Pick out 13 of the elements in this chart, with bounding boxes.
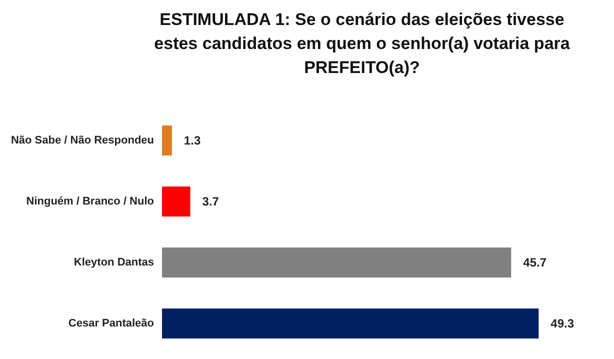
data-label: 45.7 <box>523 256 547 270</box>
data-label: 3.7 <box>202 194 220 208</box>
data-label: 1.3 <box>184 134 201 148</box>
data-label: 49.3 <box>550 316 574 330</box>
chart-title: ESTIMULADA 1: Se o cenário das eleições tivesse estes candidatos em quem o senhor(a) votaria para PREFEITO(a)? <box>153 9 571 79</box>
y-tick-label: Kleyton Dantas <box>74 256 154 268</box>
y-tick-label: Não Sabe / Não Respondeu <box>10 134 154 146</box>
y-tick-label: Cesar Pantaleão <box>68 318 154 330</box>
bar <box>162 186 190 216</box>
bar <box>162 308 539 338</box>
bar <box>162 126 172 156</box>
bar <box>162 248 512 278</box>
y-tick-label: Ninguém / Branco / Nulo <box>26 196 154 208</box>
